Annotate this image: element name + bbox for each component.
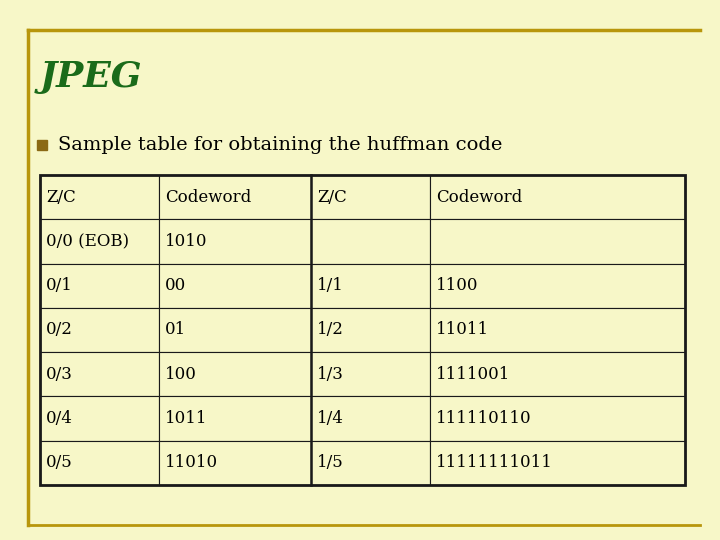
- Bar: [40, 264, 159, 308]
- Bar: [311, 441, 431, 485]
- Bar: [40, 441, 159, 485]
- Bar: [159, 264, 311, 308]
- Bar: [40, 352, 159, 396]
- Text: 1/1: 1/1: [317, 277, 343, 294]
- Text: 0/3: 0/3: [46, 366, 73, 383]
- Text: 0/0 (EOB): 0/0 (EOB): [46, 233, 129, 250]
- Text: Codeword: Codeword: [166, 188, 251, 206]
- Text: 00: 00: [166, 277, 186, 294]
- Bar: [40, 175, 159, 219]
- Text: 111110110: 111110110: [436, 410, 532, 427]
- Text: 1111001: 1111001: [436, 366, 510, 383]
- Bar: [311, 264, 431, 308]
- Bar: [431, 441, 685, 485]
- Text: 11011: 11011: [436, 321, 490, 339]
- Text: JPEG: JPEG: [40, 60, 143, 94]
- Bar: [40, 175, 685, 485]
- Bar: [431, 219, 685, 264]
- Bar: [431, 175, 685, 219]
- Bar: [431, 264, 685, 308]
- Bar: [159, 396, 311, 441]
- Text: 0/1: 0/1: [46, 277, 73, 294]
- Bar: [159, 352, 311, 396]
- Text: 1/2: 1/2: [317, 321, 343, 339]
- Bar: [159, 219, 311, 264]
- Bar: [431, 352, 685, 396]
- Bar: [40, 396, 159, 441]
- Text: Codeword: Codeword: [436, 188, 523, 206]
- Text: Sample table for obtaining the huffman code: Sample table for obtaining the huffman c…: [58, 136, 503, 154]
- Text: 100: 100: [166, 366, 197, 383]
- Text: 1/5: 1/5: [317, 454, 343, 471]
- Bar: [159, 175, 311, 219]
- Text: 11010: 11010: [166, 454, 218, 471]
- Text: 0/2: 0/2: [46, 321, 73, 339]
- Text: Z/C: Z/C: [46, 188, 76, 206]
- Bar: [159, 441, 311, 485]
- Text: 1/4: 1/4: [317, 410, 343, 427]
- Text: 0/5: 0/5: [46, 454, 73, 471]
- Text: 11111111011: 11111111011: [436, 454, 553, 471]
- Text: 1011: 1011: [166, 410, 208, 427]
- Bar: [311, 308, 431, 352]
- Bar: [431, 396, 685, 441]
- Text: 1/3: 1/3: [317, 366, 343, 383]
- Text: 1100: 1100: [436, 277, 479, 294]
- Text: 0/4: 0/4: [46, 410, 73, 427]
- Bar: [40, 308, 159, 352]
- Text: Z/C: Z/C: [317, 188, 346, 206]
- Bar: [311, 352, 431, 396]
- Bar: [431, 308, 685, 352]
- Bar: [311, 175, 431, 219]
- Bar: [40, 219, 159, 264]
- Bar: [311, 219, 431, 264]
- Text: 1010: 1010: [166, 233, 208, 250]
- Bar: [159, 308, 311, 352]
- Bar: [311, 396, 431, 441]
- Text: 01: 01: [166, 321, 186, 339]
